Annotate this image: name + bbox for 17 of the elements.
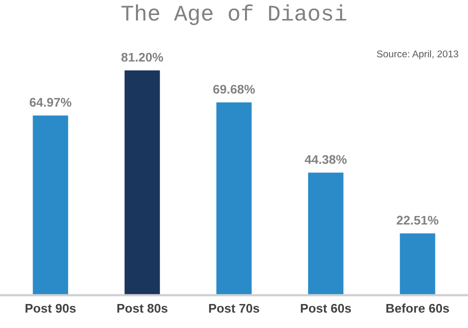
x-tick-label: Post 90s bbox=[26, 304, 76, 313]
x-tick-label: Post 60s bbox=[300, 304, 351, 313]
bar bbox=[306, 171, 345, 296]
data-label: 44.38% bbox=[304, 155, 347, 164]
source-note: Source: April, 2013 bbox=[376, 50, 458, 60]
x-tick-label: Before 60s bbox=[386, 304, 449, 313]
bar bbox=[31, 114, 70, 296]
data-label: 81.20% bbox=[121, 52, 164, 62]
x-tick-label: Post 70s bbox=[209, 304, 260, 313]
data-label: 22.51% bbox=[396, 216, 438, 225]
chart-title: The Age of Diaosi bbox=[121, 4, 346, 26]
bar bbox=[123, 69, 162, 296]
data-label: 64.97% bbox=[30, 98, 72, 107]
x-tick-label: Post 80s bbox=[117, 304, 168, 313]
data-label: 69.68% bbox=[213, 84, 255, 94]
bar bbox=[214, 100, 254, 296]
bar bbox=[398, 232, 437, 296]
